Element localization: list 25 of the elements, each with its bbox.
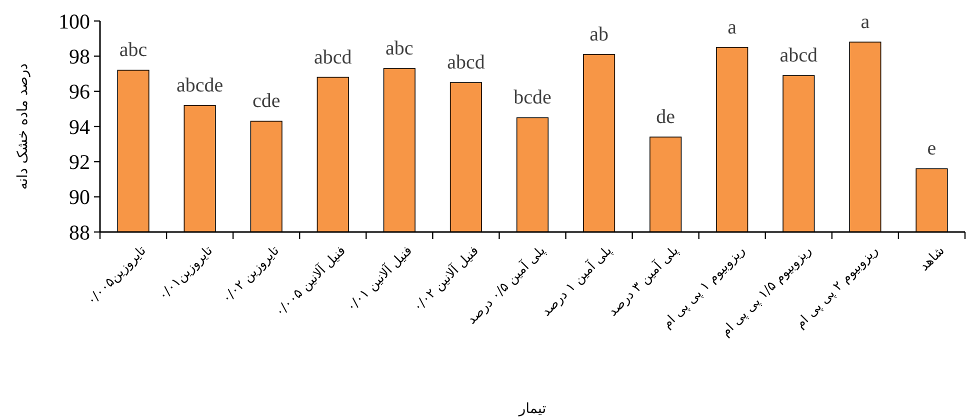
y-axis-title: درصد ماده خشک دانه [14, 63, 31, 190]
annotation: abcd [314, 46, 352, 68]
annotation: e [927, 138, 936, 160]
x-axis-title: تیمار [518, 401, 546, 417]
y-tick-label: 92 [69, 150, 90, 174]
y-tick-label: 96 [69, 80, 90, 104]
x-tick-label: تایروزین۰/۰۰۵ [84, 243, 150, 308]
y-tick-label: 90 [69, 185, 90, 210]
annotation: ab [590, 23, 608, 46]
annotation: bcde [514, 86, 552, 109]
y-tick-label: 100 [58, 9, 90, 34]
annotation: abcd [447, 52, 485, 74]
annotation: abc [386, 37, 414, 60]
annotation: abcd [780, 44, 818, 67]
annotation: abc [119, 39, 148, 62]
y-tick-label: 88 [69, 220, 90, 244]
annotation: de [656, 106, 676, 128]
annotation: a [860, 11, 870, 34]
y-tick-label: 98 [69, 44, 90, 69]
annotation: cde [252, 90, 280, 112]
annotation: a [728, 16, 737, 38]
x-tick-label: شاهد [916, 243, 948, 274]
annotation: abcde [176, 74, 224, 96]
x-tick-label: تایروزین۰/۰۱ [156, 243, 216, 304]
y-tick-label: 94 [69, 114, 90, 139]
